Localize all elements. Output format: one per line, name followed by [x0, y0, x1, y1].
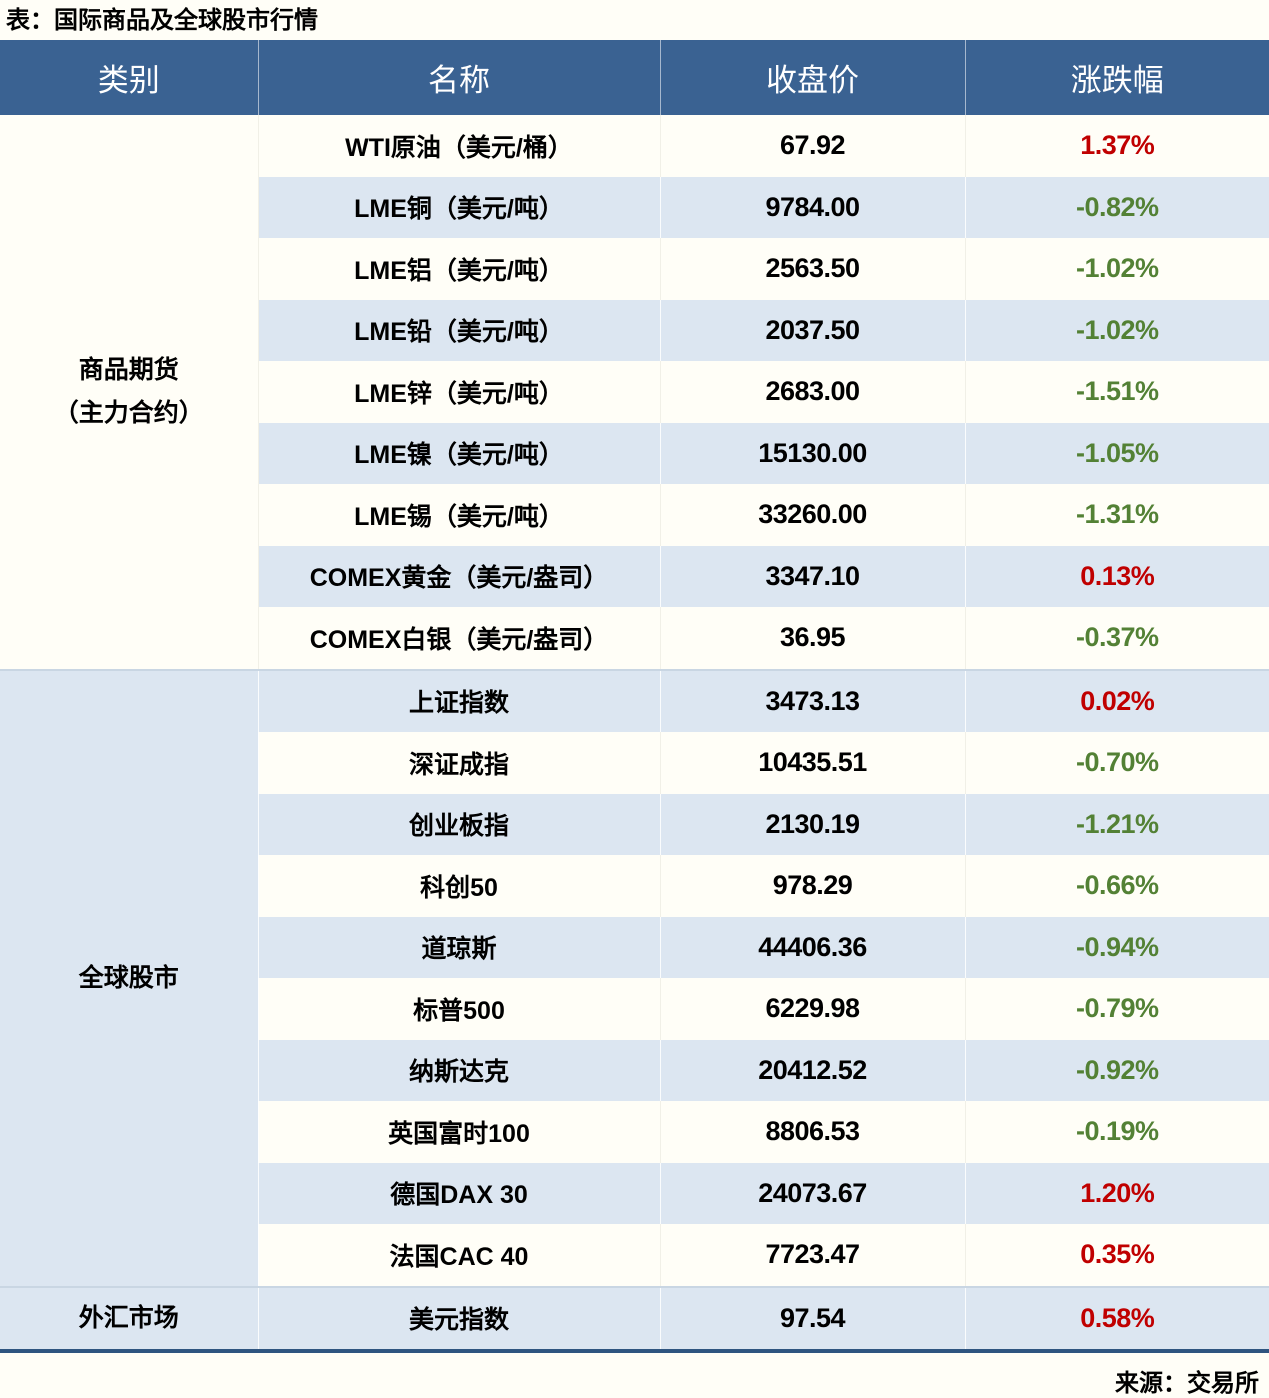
change-percent-cell: -1.05% — [965, 422, 1269, 484]
table-row: 道琼斯 44406.36 -0.94% — [0, 916, 1269, 978]
close-price-cell: 2037.50 — [660, 299, 966, 361]
table-row: LME锌（美元/吨） 2683.00 -1.51% — [0, 361, 1269, 423]
close-price-cell: 97.54 — [660, 1285, 966, 1351]
table-row: 全球股市 上证指数 3473.13 0.02% — [0, 668, 1269, 1287]
market-quotes-table: 类别 名称 收盘价 涨跌幅 商品期货 （主力合约） WTI原油（美元/桶） 67… — [0, 40, 1269, 1353]
close-price-cell: 7723.47 — [660, 1224, 966, 1287]
change-percent-cell: 1.20% — [965, 1162, 1269, 1224]
close-price-cell: 9784.00 — [660, 176, 966, 238]
name-cell: 创业板指 — [258, 793, 661, 855]
name-cell: LME锡（美元/吨） — [258, 484, 661, 546]
name-cell: 深证成指 — [258, 732, 661, 794]
name-cell: 美元指数 — [258, 1285, 661, 1351]
table-row: 标普500 6229.98 -0.79% — [0, 978, 1269, 1040]
close-price-cell: 8806.53 — [660, 1101, 966, 1163]
close-price-cell: 24073.67 — [660, 1162, 966, 1224]
name-cell: 上证指数 — [258, 668, 661, 732]
change-percent-cell: -0.37% — [965, 607, 1269, 670]
close-price-cell: 978.29 — [660, 855, 966, 917]
table-row: 法国CAC 40 7723.47 0.35% — [0, 1224, 1269, 1287]
table-row: COMEX黄金（美元/盎司） 3347.10 0.13% — [0, 545, 1269, 607]
name-cell: 英国富时100 — [258, 1101, 661, 1163]
table-row: COMEX白银（美元/盎司） 36.95 -0.37% — [0, 607, 1269, 670]
change-percent-cell: -0.66% — [965, 855, 1269, 917]
table-title: 表：国际商品及全球股市行情 — [6, 7, 318, 34]
name-cell: 纳斯达克 — [258, 1039, 661, 1101]
change-percent-cell: -0.82% — [965, 176, 1269, 238]
name-cell: 标普500 — [258, 978, 661, 1040]
table-row: LME铅（美元/吨） 2037.50 -1.02% — [0, 299, 1269, 361]
close-price-cell: 3347.10 — [660, 545, 966, 607]
table-row: 英国富时100 8806.53 -0.19% — [0, 1101, 1269, 1163]
table-row: 创业板指 2130.19 -1.21% — [0, 793, 1269, 855]
name-cell: LME锌（美元/吨） — [258, 361, 661, 423]
table-row: 纳斯达克 20412.52 -0.92% — [0, 1039, 1269, 1101]
close-price-cell: 3473.13 — [660, 668, 966, 732]
name-cell: 德国DAX 30 — [258, 1162, 661, 1224]
change-percent-cell: -1.21% — [965, 793, 1269, 855]
category-line: 全球股市 — [78, 963, 179, 992]
table-row: LME镍（美元/吨） 15130.00 -1.05% — [0, 422, 1269, 484]
header-category: 类别 — [0, 40, 259, 115]
change-percent-cell: -1.02% — [965, 299, 1269, 361]
change-percent-cell: -0.92% — [965, 1039, 1269, 1101]
close-price-cell: 15130.00 — [660, 422, 966, 484]
change-percent-cell: -0.79% — [965, 978, 1269, 1040]
close-price-cell: 2563.50 — [660, 238, 966, 300]
table-row: 深证成指 10435.51 -0.70% — [0, 732, 1269, 794]
close-price-cell: 2130.19 — [660, 793, 966, 855]
change-percent-cell: 0.58% — [965, 1285, 1269, 1351]
table-row: LME铜（美元/吨） 9784.00 -0.82% — [0, 176, 1269, 238]
name-cell: LME铝（美元/吨） — [258, 238, 661, 300]
category-line: （主力合约） — [53, 398, 204, 427]
change-percent-cell: -1.02% — [965, 238, 1269, 300]
close-price-cell: 10435.51 — [660, 732, 966, 794]
name-cell: COMEX黄金（美元/盎司） — [258, 545, 661, 607]
close-price-cell: 2683.00 — [660, 361, 966, 423]
table-row: 德国DAX 30 24073.67 1.20% — [0, 1162, 1269, 1224]
name-cell: 道琼斯 — [258, 916, 661, 978]
table-row: 科创50 978.29 -0.66% — [0, 855, 1269, 917]
table-row: LME锡（美元/吨） 33260.00 -1.31% — [0, 484, 1269, 546]
change-percent-cell: 0.02% — [965, 668, 1269, 732]
name-cell: WTI原油（美元/桶） — [258, 115, 661, 177]
name-cell: 法国CAC 40 — [258, 1224, 661, 1287]
name-cell: LME镍（美元/吨） — [258, 422, 661, 484]
table-row: LME铝（美元/吨） 2563.50 -1.02% — [0, 238, 1269, 300]
header-name: 名称 — [258, 40, 661, 115]
change-percent-cell: 0.13% — [965, 545, 1269, 607]
name-cell: 科创50 — [258, 855, 661, 917]
change-percent-cell: 0.35% — [965, 1224, 1269, 1287]
category-line: 商品期货 — [78, 356, 179, 385]
table-row: 商品期货 （主力合约） WTI原油（美元/桶） 67.92 1.37% — [0, 115, 1269, 670]
category-line: 外汇市场 — [78, 1304, 179, 1332]
close-price-cell: 6229.98 — [660, 978, 966, 1040]
change-percent-cell: 1.37% — [965, 115, 1269, 177]
change-percent-cell: -1.51% — [965, 361, 1269, 423]
name-cell: LME铜（美元/吨） — [258, 176, 661, 238]
close-price-cell: 67.92 — [660, 115, 966, 177]
category-cell: 全球股市 — [0, 668, 259, 1287]
close-price-cell: 44406.36 — [660, 916, 966, 978]
name-cell: LME铅（美元/吨） — [258, 299, 661, 361]
change-percent-cell: -0.94% — [965, 916, 1269, 978]
name-cell: COMEX白银（美元/盎司） — [258, 607, 661, 670]
close-price-cell: 20412.52 — [660, 1039, 966, 1101]
category-cell: 商品期货 （主力合约） — [0, 115, 259, 670]
change-percent-cell: -0.70% — [965, 732, 1269, 794]
category-cell: 外汇市场 — [0, 1285, 259, 1351]
header-change-percent: 涨跌幅 — [965, 40, 1269, 115]
change-percent-cell: -0.19% — [965, 1101, 1269, 1163]
header-close-price: 收盘价 — [660, 40, 966, 115]
change-percent-cell: -1.31% — [965, 484, 1269, 546]
table-header-row: 类别 名称 收盘价 涨跌幅 — [0, 40, 1269, 115]
source-note: 来源：交易所 — [1115, 1370, 1259, 1397]
close-price-cell: 36.95 — [660, 607, 966, 670]
close-price-cell: 33260.00 — [660, 484, 966, 546]
table-row: 外汇市场 美元指数 97.54 0.58% — [0, 1285, 1269, 1351]
